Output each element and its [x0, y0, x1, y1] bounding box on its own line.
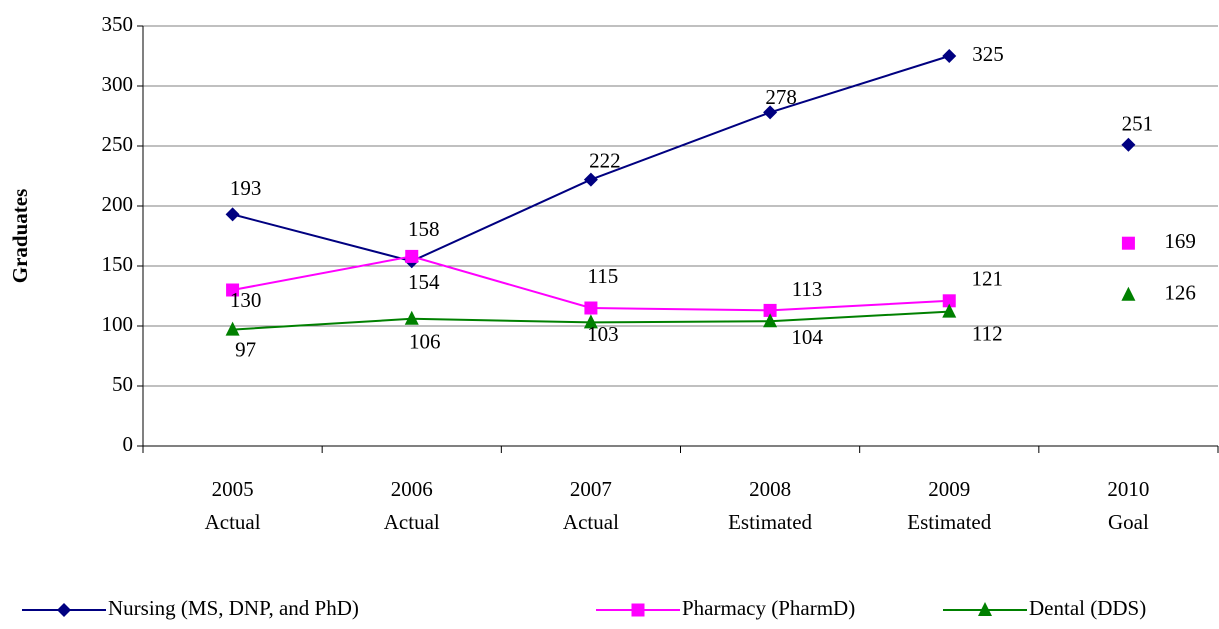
y-tick-label: 50 [112, 372, 133, 396]
point [225, 207, 240, 222]
point [404, 310, 419, 325]
data-label: 106 [409, 330, 441, 354]
y-tick-label: 200 [102, 192, 134, 216]
point [226, 283, 240, 297]
x-tick-note: Goal [1108, 510, 1149, 534]
point [584, 301, 598, 315]
data-label: 112 [972, 321, 1003, 345]
point [405, 249, 419, 263]
data-label: 113 [792, 277, 823, 301]
y-tick-label: 150 [102, 252, 134, 276]
point [763, 303, 777, 317]
legend-label: Pharmacy (PharmD) [682, 596, 855, 620]
x-tick-label: 2005 [212, 477, 254, 501]
data-label: 115 [588, 264, 619, 288]
data-label: 104 [791, 325, 823, 349]
x-tick-label: 2006 [391, 477, 433, 501]
data-label: 103 [587, 322, 619, 346]
legend-marker [978, 602, 992, 616]
legend-marker [631, 603, 645, 617]
point [942, 303, 957, 318]
point [942, 294, 956, 308]
legend-marker [57, 603, 71, 617]
data-label: 325 [972, 42, 1004, 66]
data-label: 278 [765, 85, 797, 109]
point [1121, 236, 1135, 250]
legend-label: Nursing (MS, DNP, and PhD) [108, 596, 359, 620]
x-tick-label: 2007 [570, 477, 612, 501]
data-label: 222 [589, 148, 621, 172]
y-tick-label: 300 [102, 72, 134, 96]
point [763, 105, 778, 120]
data-label: 126 [1164, 281, 1196, 305]
point [583, 172, 598, 187]
y-tick-label: 100 [102, 312, 134, 336]
data-label: 97 [235, 337, 256, 361]
data-label: 121 [972, 267, 1004, 291]
x-tick-label: 2008 [749, 477, 791, 501]
x-tick-label: 2010 [1107, 477, 1149, 501]
x-tick-note: Estimated [907, 510, 991, 534]
point [225, 321, 240, 336]
data-label: 169 [1164, 229, 1196, 253]
data-label: 158 [408, 217, 440, 241]
data-label: 154 [408, 270, 440, 294]
x-tick-note: Estimated [728, 510, 812, 534]
legend-label: Dental (DDS) [1029, 596, 1146, 620]
y-tick-label: 250 [102, 132, 134, 156]
y-tick-label: 0 [123, 432, 134, 456]
point [1121, 137, 1136, 152]
x-tick-note: Actual [563, 510, 619, 534]
point [583, 314, 598, 329]
y-axis-label: Graduates [8, 189, 32, 284]
x-tick-note: Actual [384, 510, 440, 534]
x-tick-note: Actual [205, 510, 261, 534]
point [942, 49, 957, 63]
data-label: 251 [1122, 112, 1154, 136]
x-tick-label: 2009 [928, 477, 970, 501]
point [1121, 286, 1136, 301]
y-tick-label: 350 [102, 12, 134, 36]
data-label: 130 [230, 288, 262, 312]
point [763, 313, 778, 328]
data-label: 193 [230, 176, 262, 200]
